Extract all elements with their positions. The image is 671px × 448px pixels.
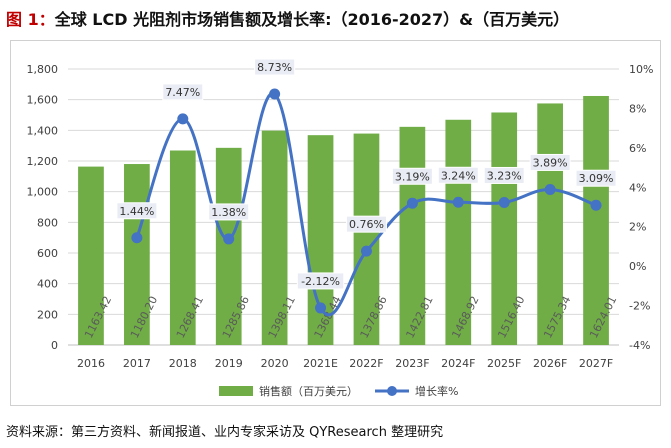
y-left-tick-label: 1,200	[27, 155, 59, 168]
legend-line-marker	[387, 386, 397, 396]
bar	[583, 95, 609, 345]
growth-marker	[406, 197, 418, 209]
bar	[399, 126, 426, 345]
growth-value-label: 1.44%	[119, 205, 154, 218]
growth-value-label: 1.38%	[211, 206, 246, 219]
growth-label-box	[345, 215, 387, 233]
growth-marker	[223, 233, 235, 245]
x-tick-label: 2019	[215, 357, 243, 370]
growth-label-box	[391, 167, 433, 185]
title-text: 全球 LCD 光阻剂市场销售额及增长率:（2016-2027）&（百万美元）	[54, 10, 570, 29]
growth-marker	[590, 199, 602, 211]
y-left-tick-label: 1,600	[27, 94, 59, 107]
x-tick-label: 2018	[169, 357, 197, 370]
x-tick-label: 2026F	[533, 357, 567, 370]
x-tick-label: 2016	[77, 357, 105, 370]
growth-label-box	[162, 83, 204, 101]
y-left-tick-label: 800	[37, 216, 58, 229]
y-left-tick-label: 600	[37, 247, 58, 260]
bar	[215, 147, 242, 345]
growth-label-box	[483, 166, 525, 184]
y-left-tick-label: 1,400	[27, 124, 59, 137]
growth-marker	[315, 302, 327, 314]
y-left-tick-label: 1,000	[27, 186, 59, 199]
y-right-tick-label: 0%	[629, 260, 646, 273]
x-tick-label: 2020	[261, 357, 289, 370]
x-tick-label: 2023F	[395, 357, 429, 370]
growth-marker	[498, 196, 510, 208]
growth-marker	[452, 196, 464, 208]
bar	[261, 130, 288, 345]
growth-value-label: 3.09%	[579, 172, 614, 185]
growth-marker	[269, 88, 281, 100]
x-tick-label: 2021E	[303, 357, 338, 370]
x-tick-label: 2024F	[441, 357, 475, 370]
growth-value-label: 0.76%	[349, 218, 384, 231]
growth-value-label: -2.12%	[301, 275, 340, 288]
growth-marker	[360, 245, 372, 257]
y-left-tick-label: 0	[51, 339, 58, 352]
growth-label-box	[575, 169, 617, 187]
growth-marker	[177, 113, 189, 125]
x-tick-label: 2017	[123, 357, 151, 370]
growth-value-label: 8.73%	[257, 61, 292, 74]
legend-line-label: 增长率%	[415, 384, 458, 398]
y-right-tick-label: 8%	[629, 102, 646, 115]
chart-frame: 0 200 400 600 800 1,000 1,200 1,400 1,600 1,800 -4…	[10, 40, 661, 406]
growth-label-box	[437, 166, 479, 184]
y-right-tick-label: 4%	[629, 181, 646, 194]
source-note: 资料来源：第三方资料、新闻报道、业内专家采访及 QYResearch 整理研究	[6, 425, 444, 440]
growth-value-label: 7.47%	[165, 86, 200, 99]
legend-bar-label: 销售额（百万美元）	[259, 384, 358, 398]
bar	[78, 166, 104, 345]
growth-label-box	[296, 272, 345, 290]
x-tick-label: 2022F	[349, 357, 383, 370]
bar	[124, 164, 150, 345]
y-right-tick-label: 6%	[629, 142, 646, 155]
bar	[491, 112, 518, 345]
y-right-tick-label: -4%	[629, 339, 650, 352]
x-tick-label: 2027F	[579, 357, 613, 370]
figure-label: 图 1：	[6, 10, 55, 29]
bar	[445, 119, 472, 346]
legend-bar-swatch	[219, 386, 253, 396]
growth-value-label: 3.24%	[441, 169, 476, 182]
y-right-tick-label: 2%	[629, 221, 646, 234]
growth-label-box	[254, 58, 296, 76]
growth-marker	[131, 232, 143, 244]
chart: 0 200 400 600 800 1,000 1,200 1,400 1,600 1,800 -4…	[27, 58, 653, 398]
bar	[169, 150, 196, 345]
y-left-tick-label: 1,800	[27, 63, 59, 76]
x-tick-label: 2025F	[487, 357, 521, 370]
bar	[537, 103, 563, 345]
y-right-tick-label: 10%	[629, 63, 653, 76]
growth-value-label: 3.19%	[395, 170, 430, 183]
growth-value-label: 3.23%	[487, 169, 522, 182]
y-right-tick-label: -2%	[629, 300, 650, 313]
growth-label-box	[208, 203, 250, 221]
chart-title: 图 1：全球 LCD 光阻剂市场销售额及增长率:（2016-2027）&（百万美…	[6, 6, 569, 30]
growth-label-box	[529, 153, 571, 171]
y-left-tick-label: 200	[37, 308, 58, 321]
y-left-tick-label: 400	[37, 278, 58, 291]
growth-value-label: 3.89%	[533, 156, 568, 169]
growth-label-box	[116, 202, 158, 220]
growth-marker	[544, 183, 556, 195]
